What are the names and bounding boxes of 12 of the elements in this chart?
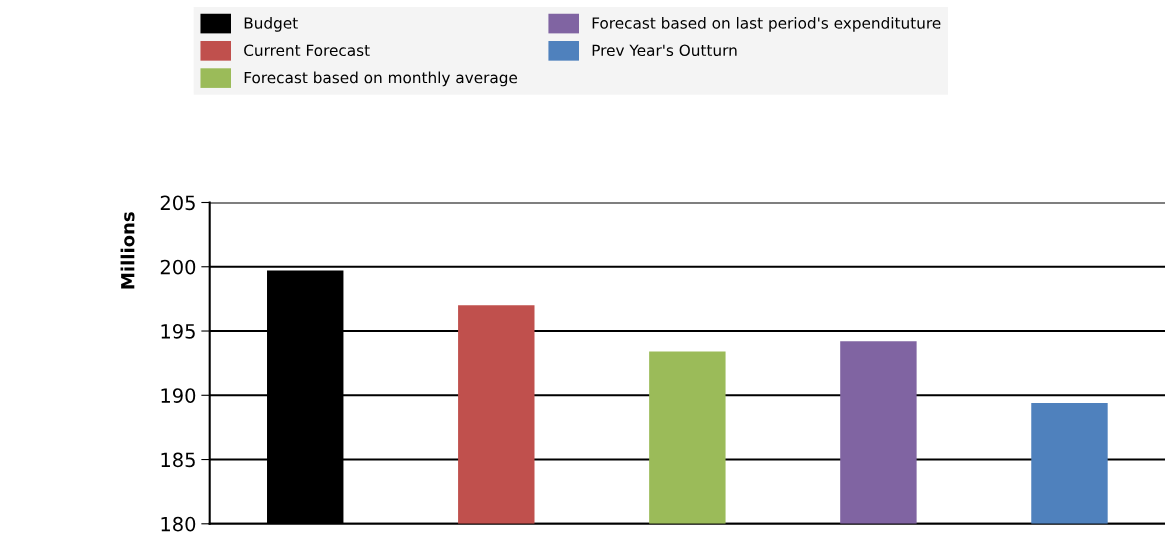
y-tick-label: 205 [160, 195, 195, 211]
y-axis-title: Millions [120, 212, 135, 289]
y-tick-label: 185 [161, 452, 195, 468]
y-tick-label: 180 [161, 516, 196, 532]
legend-label: Prev Year's Outturn [592, 44, 737, 57]
y-tick-label: 190 [161, 388, 196, 403]
legend-label: Budget [244, 16, 298, 32]
legend-label: Forecast based on last period's expendituture [592, 16, 941, 32]
legend-label: Forecast based on monthly average [244, 71, 518, 87]
legend-label: Current Forecast [244, 44, 370, 57]
y-tick-label: 200 [160, 259, 196, 275]
y-tick-label: 195 [161, 323, 195, 339]
